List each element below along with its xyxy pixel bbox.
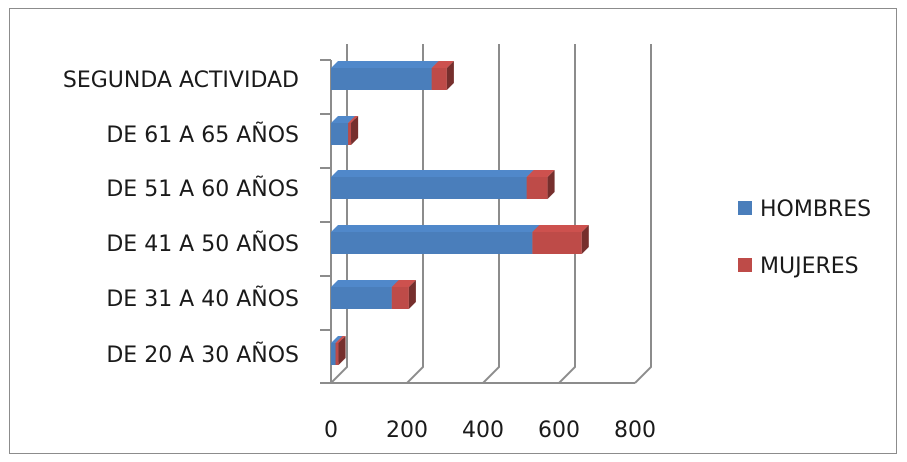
category-label: DE 41 A 50 AÑOS (106, 230, 299, 257)
bar-mujeres (348, 116, 359, 145)
x-tick-labels: 0 200 400 600 800 (324, 418, 656, 443)
x-tick-label: 0 (324, 418, 338, 443)
bar-hombres (331, 225, 540, 254)
legend: HOMBRES MUJERES (738, 197, 871, 279)
x-tick-label: 600 (538, 418, 580, 443)
bar-mujeres (335, 336, 346, 365)
gridline (406, 44, 424, 384)
bar-hombres (331, 61, 439, 90)
category-label: SEGUNDA ACTIVIDAD (63, 68, 299, 93)
legend-swatch-mujeres (738, 258, 752, 272)
legend-label-hombres: HOMBRES (760, 197, 871, 222)
bars (331, 61, 589, 365)
gridline (330, 44, 348, 384)
category-label: DE 61 A 65 AÑOS (106, 121, 299, 148)
bar-mujeres (431, 61, 454, 90)
axes (320, 59, 635, 384)
gridlines (330, 44, 652, 384)
bar-mujeres (526, 170, 555, 199)
x-tick-label: 200 (386, 418, 428, 443)
bar-hombres (331, 280, 399, 309)
bar-mujeres (532, 225, 589, 254)
category-label: DE 51 A 60 AÑOS (106, 175, 299, 202)
legend-swatch-hombres (738, 201, 752, 215)
category-label: DE 20 A 30 AÑOS (106, 341, 299, 368)
gridline (482, 44, 500, 384)
gridline (558, 44, 576, 384)
bar-mujeres (391, 280, 416, 309)
category-label: DE 31 A 40 AÑOS (106, 285, 299, 312)
gridline (634, 44, 652, 384)
x-tick-label: 800 (614, 418, 656, 443)
x-tick-label: 400 (462, 418, 504, 443)
legend-label-mujeres: MUJERES (760, 254, 859, 279)
category-labels: DE 20 A 30 AÑOS DE 31 A 40 AÑOS DE 41 A 50… (63, 68, 299, 368)
bar-hombres (331, 170, 534, 199)
